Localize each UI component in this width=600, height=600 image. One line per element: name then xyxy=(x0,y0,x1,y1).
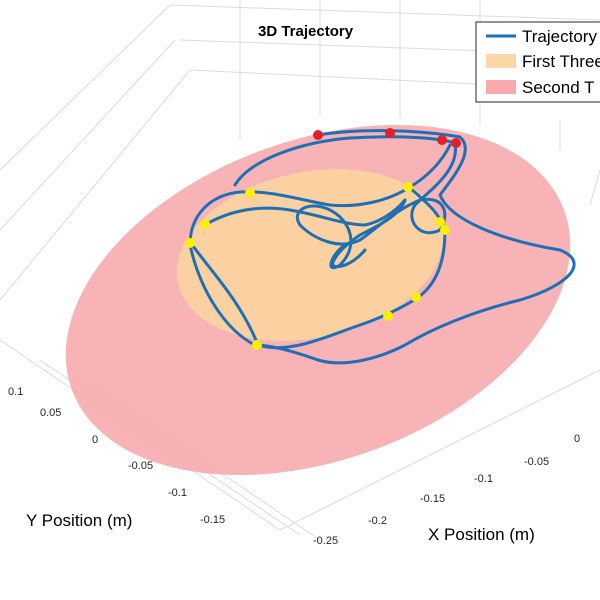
yellow-marker-group xyxy=(185,182,450,350)
grid-line xyxy=(589,169,600,206)
red-marker xyxy=(385,128,395,138)
first-threshold-region xyxy=(176,169,444,341)
grid-line xyxy=(0,69,191,301)
x-tick-label: -0.05 xyxy=(524,456,549,468)
trajectory-loop-inner xyxy=(203,198,407,268)
legend: Trajectory First Three Second T xyxy=(475,21,600,103)
x-tick-labels: -0.25 -0.2 -0.15 -0.1 -0.05 0 xyxy=(313,433,580,547)
x-tick-label: 0 xyxy=(574,433,580,445)
y-tick-label: 0 xyxy=(92,434,98,446)
red-marker xyxy=(437,135,447,145)
red-marker-group xyxy=(313,128,461,148)
yellow-marker xyxy=(245,188,255,198)
x-axis-label: X Position (m) xyxy=(428,525,535,544)
yellow-marker xyxy=(252,340,262,350)
legend-second-swatch xyxy=(486,80,516,94)
y-axis-label: Y Position (m) xyxy=(26,511,132,530)
trajectory-loop-outer xyxy=(188,129,576,365)
y-tick-label: -0.15 xyxy=(200,514,225,526)
x-tick-label: -0.1 xyxy=(474,473,493,485)
yellow-marker xyxy=(440,225,450,235)
y-tick-label: 0.1 xyxy=(8,386,23,398)
grid-line xyxy=(0,39,176,231)
legend-first-label: First Three xyxy=(522,52,600,71)
yellow-marker xyxy=(383,311,393,321)
grid-line xyxy=(169,4,600,21)
legend-first-swatch xyxy=(486,54,516,68)
x-tick-label: -0.25 xyxy=(313,535,338,547)
yellow-marker xyxy=(411,292,421,302)
grid-line xyxy=(279,369,600,531)
yellow-marker xyxy=(403,182,413,192)
chart-title: 3D Trajectory xyxy=(258,23,354,40)
y-tick-label: -0.05 xyxy=(128,460,153,472)
yellow-marker xyxy=(200,219,210,229)
x-tick-label: -0.15 xyxy=(420,493,445,505)
grid-line xyxy=(0,4,171,171)
red-marker xyxy=(313,130,323,140)
y-tick-labels: -0.15 -0.1 -0.05 0 0.05 0.1 xyxy=(8,386,225,526)
yellow-marker xyxy=(435,217,445,227)
yellow-marker xyxy=(185,238,195,248)
y-tick-label: -0.1 xyxy=(168,487,187,499)
x-tick-label: -0.2 xyxy=(368,515,387,527)
legend-trajectory-label: Trajectory xyxy=(522,27,597,46)
red-marker xyxy=(451,138,461,148)
y-tick-label: 0.05 xyxy=(40,407,61,419)
legend-second-label: Second T xyxy=(522,78,594,97)
trajectory-loop-mid xyxy=(233,135,457,269)
